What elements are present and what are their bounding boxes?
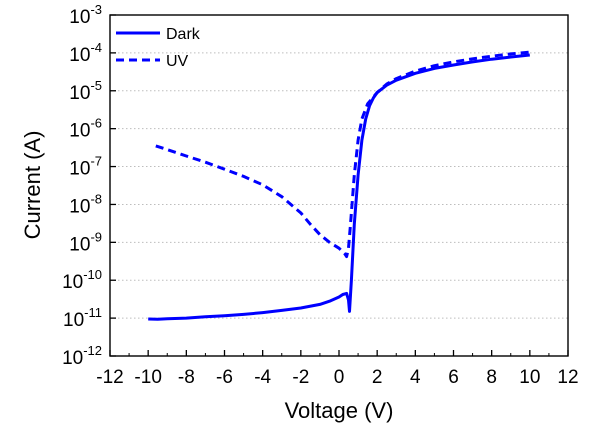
y-axis-title: Current (A): [20, 131, 45, 240]
x-tick-label: 0: [334, 367, 345, 388]
x-tick-label: 10: [519, 367, 540, 388]
y-tick-label: 10-11: [63, 305, 102, 331]
y-tick-label: 10-10: [62, 267, 102, 293]
y-tick-label: 10-4: [69, 40, 102, 66]
gridlines: [110, 52, 568, 319]
legend-label-uv: UV: [166, 53, 189, 70]
x-tick-label: -8: [178, 367, 195, 388]
series-line-dark: [148, 53, 530, 321]
y-tick-labels: 10-12 10-11 10-10 10-9 10-8 10-7 10-6 10-5 10-4 1…: [62, 2, 102, 369]
legend-label-dark: Dark: [166, 26, 201, 43]
x-tick-label: 6: [448, 367, 459, 388]
legend: Dark UV: [116, 26, 201, 70]
x-tick-label: 2: [372, 367, 383, 388]
x-tick-labels: -12 -10 -8 -6 -4 -2 0 2 4 6 8 10 12: [96, 367, 578, 388]
x-tick-label: 4: [410, 367, 421, 388]
tick-marks: [109, 14, 569, 357]
x-tick-label: -2: [292, 367, 309, 388]
x-tick-label: 8: [486, 367, 497, 388]
x-axis-title: Voltage (V): [285, 398, 394, 423]
series-line-uv: [155, 50, 530, 259]
x-tick-label: -4: [254, 367, 271, 388]
y-tick-label: 10-3: [69, 2, 102, 28]
x-tick-label: 12: [557, 367, 578, 388]
y-tick-label: 10-12: [62, 343, 102, 369]
x-tick-label: -10: [134, 367, 161, 388]
y-tick-label: 10-5: [69, 78, 102, 104]
y-tick-label: 10-8: [69, 191, 102, 217]
x-tick-label: -12: [96, 367, 123, 388]
series-lines: [148, 50, 530, 321]
x-tick-label: -6: [216, 367, 233, 388]
y-tick-label: 10-9: [69, 229, 102, 255]
y-tick-label: 10-6: [69, 116, 102, 142]
y-tick-label: 10-7: [69, 154, 102, 180]
